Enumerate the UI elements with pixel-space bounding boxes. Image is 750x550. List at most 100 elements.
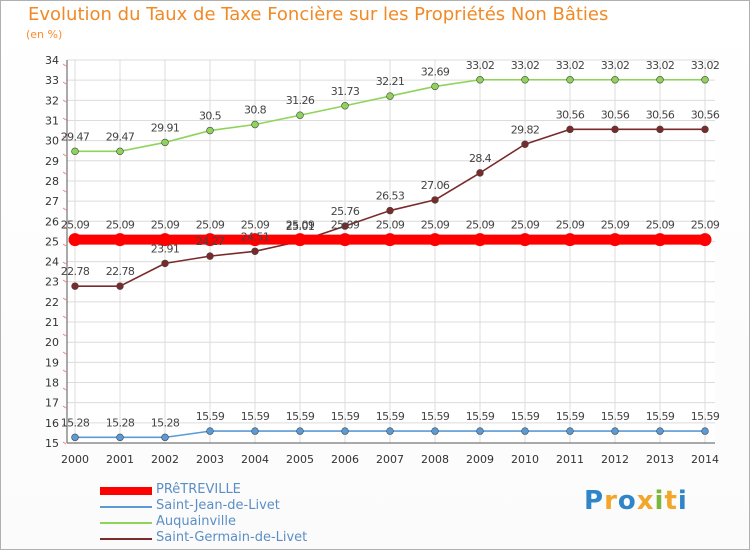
data-label-auquainville-2002: 29.91 [151,121,180,134]
data-label-pr-treville-2004: 25.09 [241,219,270,232]
x-tick-label-2012: 2012 [601,453,629,466]
y-tick-label-18: 18 [45,377,59,390]
axis-break-mark [62,369,67,373]
data-point-pr-treville-2001 [113,233,127,247]
data-label-auquainville-2005: 31.26 [286,94,315,107]
axis-break-mark [62,63,67,67]
axis-break-mark [62,225,67,229]
x-tick-label-2005: 2005 [286,453,314,466]
data-label-saint-germain-de-livet-2000: 22.78 [61,265,90,278]
data-point-saint-jean-de-livet-2001 [116,433,124,442]
data-point-auquainville-2011 [566,76,574,84]
data-point-saint-germain-de-livet-2001 [116,282,124,290]
y-tick-label-20: 20 [45,336,59,349]
axis-break-mark [62,81,67,85]
data-point-pr-treville-2009 [473,233,487,247]
y-tick-label-28: 28 [45,175,59,188]
y-tick-label-24: 24 [45,256,59,269]
data-label-saint-jean-de-livet-2011: 15.59 [556,410,585,423]
axis-break-mark [62,297,67,301]
data-point-auquainville-2007 [386,92,394,100]
legend-swatch-saint-germain-de-livet [100,538,152,540]
data-point-saint-jean-de-livet-2010 [521,427,529,435]
data-point-pr-treville-2011 [563,233,577,247]
data-point-pr-treville-2000 [68,233,82,247]
y-tick-label-33: 33 [45,74,59,87]
y-tick-label-27: 27 [45,195,59,208]
data-point-saint-germain-de-livet-2000 [71,282,79,290]
data-point-pr-treville-2008 [428,233,442,247]
data-label-saint-germain-de-livet-2010: 29.82 [511,123,540,136]
data-point-saint-jean-de-livet-2013 [656,427,664,435]
data-label-saint-germain-de-livet-2012: 30.56 [601,108,630,121]
data-label-auquainville-2008: 32.69 [421,65,450,78]
data-point-saint-germain-de-livet-2003 [206,252,214,260]
data-label-saint-germain-de-livet-2009: 28.4 [469,152,492,165]
data-point-pr-treville-2007 [383,233,397,247]
data-point-auquainville-2013 [656,76,664,84]
data-point-saint-germain-de-livet-2002 [161,259,169,268]
logo-letter: x [636,486,655,516]
y-axis-unit: (en %) [26,28,63,41]
axis-break-mark [62,135,67,139]
data-label-auquainville-2013: 33.02 [646,59,675,72]
axis-break-mark [62,423,67,427]
data-label-pr-treville-2008: 25.09 [421,219,450,232]
data-point-auquainville-2002 [161,138,169,147]
axis-break-mark [62,315,67,319]
data-label-saint-jean-de-livet-2014: 15.59 [691,410,720,423]
x-tick-label-2001: 2001 [106,453,134,466]
data-label-pr-treville-2007: 25.09 [376,219,405,232]
data-point-auquainville-2006 [341,102,349,110]
data-label-saint-germain-de-livet-2007: 26.53 [376,190,405,203]
data-point-saint-germain-de-livet-2004 [251,247,259,255]
data-point-pr-treville-2005 [293,233,307,247]
data-label-saint-germain-de-livet-2006: 25.76 [331,205,360,218]
data-point-saint-jean-de-livet-2006 [341,427,349,435]
data-label-saint-jean-de-livet-2005: 15.59 [286,410,315,423]
x-tick-label-2009: 2009 [466,453,494,466]
data-label-pr-treville-2000: 25.09 [61,219,90,232]
data-point-pr-treville-2010 [518,233,532,247]
data-point-saint-jean-de-livet-2004 [251,427,259,435]
logo-letter: i [654,486,665,516]
data-point-pr-treville-2013 [653,233,667,247]
data-point-auquainville-2000 [71,147,79,156]
data-point-saint-jean-de-livet-2008 [431,427,439,435]
data-point-saint-jean-de-livet-2014 [701,427,709,435]
data-label-pr-treville-2003: 25.09 [196,219,225,232]
data-point-saint-germain-de-livet-2009 [476,169,484,177]
data-label-pr-treville-2001: 25.09 [106,219,135,232]
logo-letter: r [604,486,618,516]
legend-label-pretreville: PRêTREVILLE [156,482,241,497]
data-label-saint-jean-de-livet-2012: 15.59 [601,410,630,423]
data-label-saint-germain-de-livet-2003: 24.27 [196,235,225,248]
data-label-saint-germain-de-livet-2004: 24.51 [241,230,270,243]
plot-area [67,60,715,443]
data-label-auquainville-2004: 30.8 [244,104,267,117]
axis-break-mark [62,405,67,409]
data-label-saint-jean-de-livet-2009: 15.59 [466,410,495,423]
data-label-saint-jean-de-livet-2000: 15.28 [61,416,90,429]
data-label-saint-jean-de-livet-2013: 15.59 [646,410,675,423]
axis-break-mark [62,243,67,247]
data-label-saint-jean-de-livet-2001: 15.28 [106,416,135,429]
logo-letter: i [677,486,688,516]
data-point-auquainville-2010 [521,76,529,84]
data-point-saint-germain-de-livet-2006 [341,222,349,230]
proxiti-logo: Proxiti [584,486,688,516]
data-label-saint-germain-de-livet-2013: 30.56 [646,108,675,121]
axis-break-mark [62,99,67,103]
axis-break-mark [62,171,67,175]
x-tick-label-2010: 2010 [511,453,539,466]
data-point-auquainville-2012 [611,76,619,84]
x-tick-label-2003: 2003 [196,453,224,466]
data-point-saint-germain-de-livet-2008 [431,196,439,204]
data-label-auquainville-2006: 31.73 [331,85,360,98]
data-point-saint-jean-de-livet-2012 [611,427,619,435]
data-label-saint-jean-de-livet-2008: 15.59 [421,410,450,423]
y-tick-label-23: 23 [45,276,59,289]
data-point-saint-jean-de-livet-2003 [206,427,214,435]
data-label-auquainville-2003: 30.5 [199,110,222,123]
data-point-saint-germain-de-livet-2013 [656,125,664,134]
